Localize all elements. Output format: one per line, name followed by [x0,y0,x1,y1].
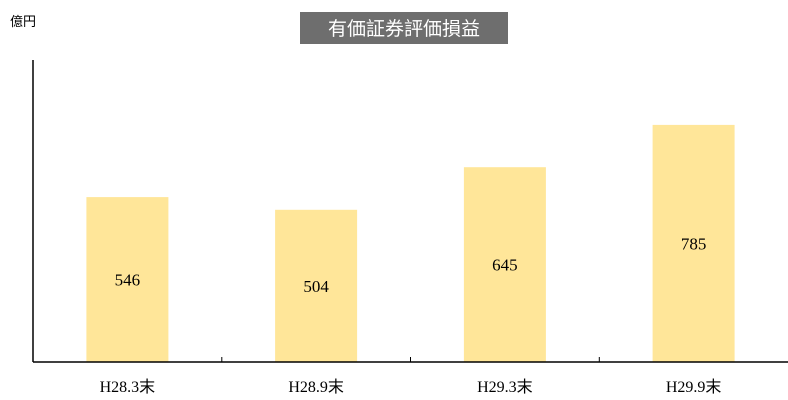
data-labels: 546 504 645 785 [115,235,707,296]
x-tick-label-1: H28.3末 [100,378,156,396]
bar-1 [86,197,169,362]
chart-title: 有価証券評価損益 [328,18,480,40]
data-label-2: 504 [303,277,329,296]
data-label-1: 546 [115,271,141,290]
x-tick-label-3: H29.3末 [477,378,533,396]
bar-series [86,124,735,363]
y-axis-unit-label: 億円 [10,14,36,30]
x-tick-label-2: H28.9末 [288,378,344,396]
chart-title-background [300,12,508,44]
bar-4 [652,124,735,363]
data-label-4: 785 [681,235,707,254]
x-tick-label-4: H29.9末 [666,378,722,396]
x-axis-tick-labels: H28.3末 H28.9末 H29.3末 H29.9末 [100,378,722,396]
bar-3 [463,167,546,362]
x-axis-ticks [221,357,600,362]
bar-2 [275,209,358,362]
data-label-3: 645 [492,256,518,275]
